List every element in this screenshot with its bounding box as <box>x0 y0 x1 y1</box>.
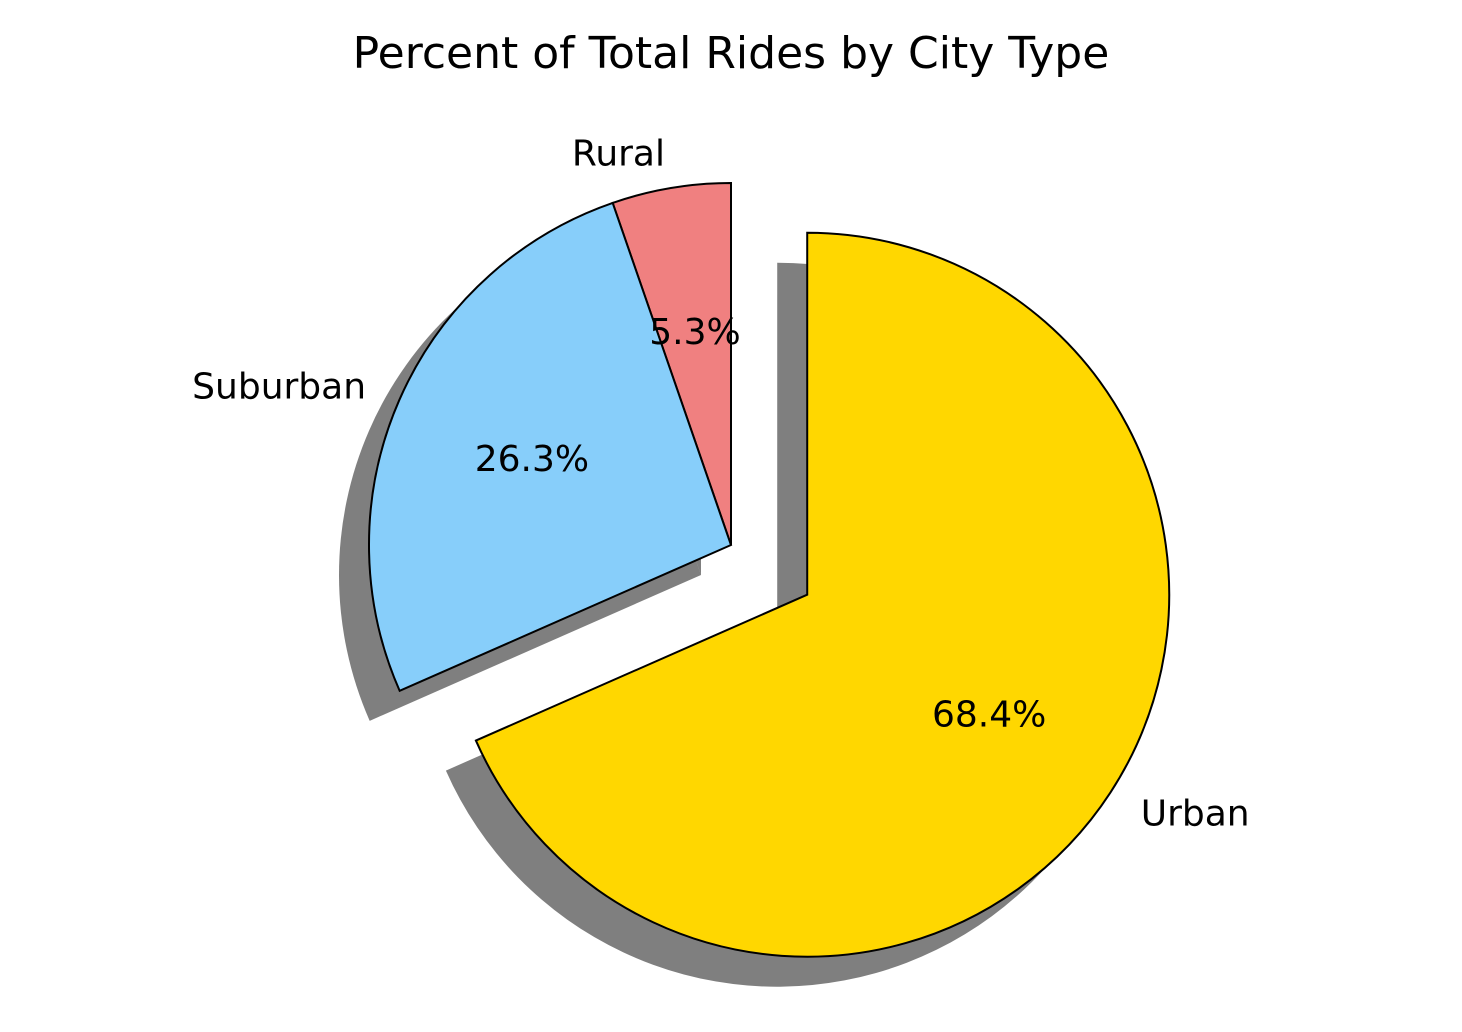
urban-label: Urban <box>1141 793 1250 834</box>
slice-labels: Rural 5.3% Suburban 26.3% Urban 68.4% <box>192 133 1249 834</box>
chart-title: Percent of Total Rides by City Type <box>353 28 1110 79</box>
rural-percent-label: 5.3% <box>649 312 740 353</box>
rural-label: Rural <box>572 133 665 174</box>
suburban-label: Suburban <box>192 367 366 408</box>
urban-percent-label: 68.4% <box>932 694 1046 735</box>
suburban-slice <box>368 201 733 693</box>
suburban-percent-label: 26.3% <box>475 439 589 480</box>
urban-slice <box>474 231 1171 958</box>
pie-slices <box>368 181 1171 958</box>
